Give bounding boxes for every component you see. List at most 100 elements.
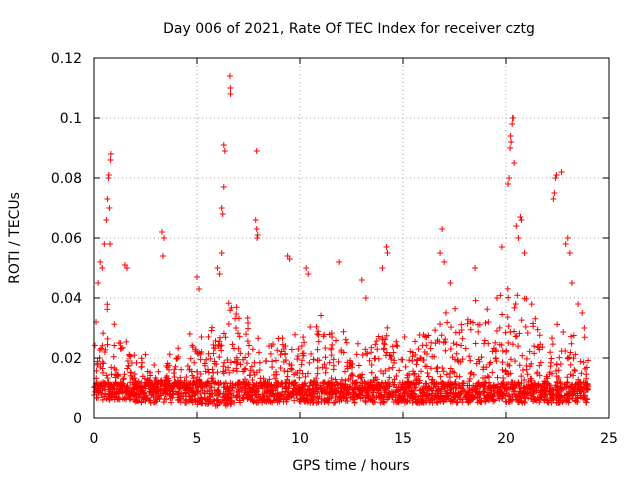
- data-point: [189, 372, 196, 379]
- data-point: [505, 392, 512, 399]
- data-point: [504, 361, 511, 368]
- data-point: [196, 286, 203, 292]
- data-point: [135, 384, 142, 391]
- data-point: [448, 324, 455, 331]
- data-point: [320, 333, 327, 340]
- x-axis-ticks: 0 5 10 15 20 25: [90, 58, 618, 447]
- data-point: [571, 366, 578, 373]
- data-point: [544, 381, 551, 388]
- data-point: [444, 319, 451, 326]
- data-point: [439, 226, 446, 232]
- data-point: [524, 389, 531, 396]
- data-point: [301, 380, 308, 387]
- data-point: [104, 301, 111, 308]
- data-point: [383, 332, 390, 339]
- data-point: [518, 317, 525, 324]
- data-point: [322, 354, 329, 361]
- data-point: [571, 368, 578, 375]
- data-point: [515, 379, 522, 386]
- data-point: [249, 376, 256, 383]
- data-point: [481, 337, 488, 344]
- data-point: [566, 250, 573, 256]
- data-point: [135, 378, 142, 385]
- data-point: [228, 387, 235, 394]
- data-point: [338, 376, 345, 383]
- data-point: [523, 295, 530, 302]
- data-point: [502, 329, 509, 336]
- data-point: [464, 320, 471, 327]
- data-point: [422, 333, 429, 340]
- data-point: [248, 363, 255, 370]
- data-point: [526, 348, 533, 355]
- data-point: [360, 394, 367, 401]
- data-point: [511, 160, 518, 166]
- data-point: [194, 395, 201, 402]
- data-point: [451, 380, 458, 387]
- data-point: [369, 381, 376, 388]
- data-point: [390, 349, 397, 356]
- data-point: [360, 385, 367, 392]
- data-point: [197, 356, 204, 363]
- data-point: [540, 396, 547, 403]
- data-point: [443, 371, 450, 378]
- data-point: [329, 341, 336, 348]
- data-point: [440, 368, 447, 375]
- data-point: [309, 381, 316, 388]
- data-point: [568, 381, 575, 388]
- data-point: [207, 393, 214, 400]
- data-point: [557, 379, 564, 386]
- data-point: [243, 360, 250, 367]
- data-point: [349, 372, 356, 379]
- data-point: [413, 361, 420, 368]
- data-point: [431, 395, 438, 402]
- data-point: [448, 397, 455, 404]
- data-point: [106, 388, 113, 395]
- data-point: [236, 389, 243, 396]
- data-point: [135, 392, 142, 399]
- data-point: [565, 395, 572, 402]
- data-point: [437, 321, 444, 328]
- data-point: [570, 355, 577, 362]
- data-point: [217, 343, 224, 350]
- data-point: [277, 351, 284, 358]
- data-point: [516, 384, 523, 391]
- data-point: [155, 368, 162, 375]
- data-point: [437, 250, 444, 256]
- data-point: [478, 354, 485, 361]
- data-point: [314, 364, 321, 371]
- data-point: [409, 358, 416, 364]
- data-point: [270, 387, 277, 394]
- data-point: [536, 332, 543, 339]
- data-point: [528, 301, 535, 308]
- data-point: [393, 373, 400, 380]
- data-point: [210, 344, 217, 351]
- data-point: [467, 326, 474, 333]
- data-point: [519, 352, 526, 359]
- data-point: [346, 391, 353, 398]
- data-point: [123, 338, 130, 345]
- data-point: [120, 375, 127, 382]
- data-point: [233, 354, 240, 361]
- data-point: [431, 353, 438, 360]
- data-point: [130, 385, 137, 392]
- data-point: [421, 348, 428, 355]
- data-point: [313, 323, 320, 330]
- data-point: [580, 392, 587, 399]
- data-point: [475, 328, 482, 335]
- data-point: [355, 373, 362, 380]
- data-point: [499, 366, 506, 373]
- data-point: [252, 217, 259, 223]
- data-point: [216, 354, 223, 361]
- data-point: [257, 394, 264, 401]
- data-point: [245, 325, 252, 332]
- data-point: [558, 386, 565, 393]
- data-point: [420, 357, 427, 364]
- data-point: [228, 304, 235, 311]
- data-point: [422, 397, 429, 404]
- data-point: [578, 370, 585, 377]
- data-point: [99, 365, 106, 372]
- x-tick-label: 0: [90, 431, 99, 447]
- data-point: [506, 386, 513, 393]
- data-point: [182, 399, 189, 406]
